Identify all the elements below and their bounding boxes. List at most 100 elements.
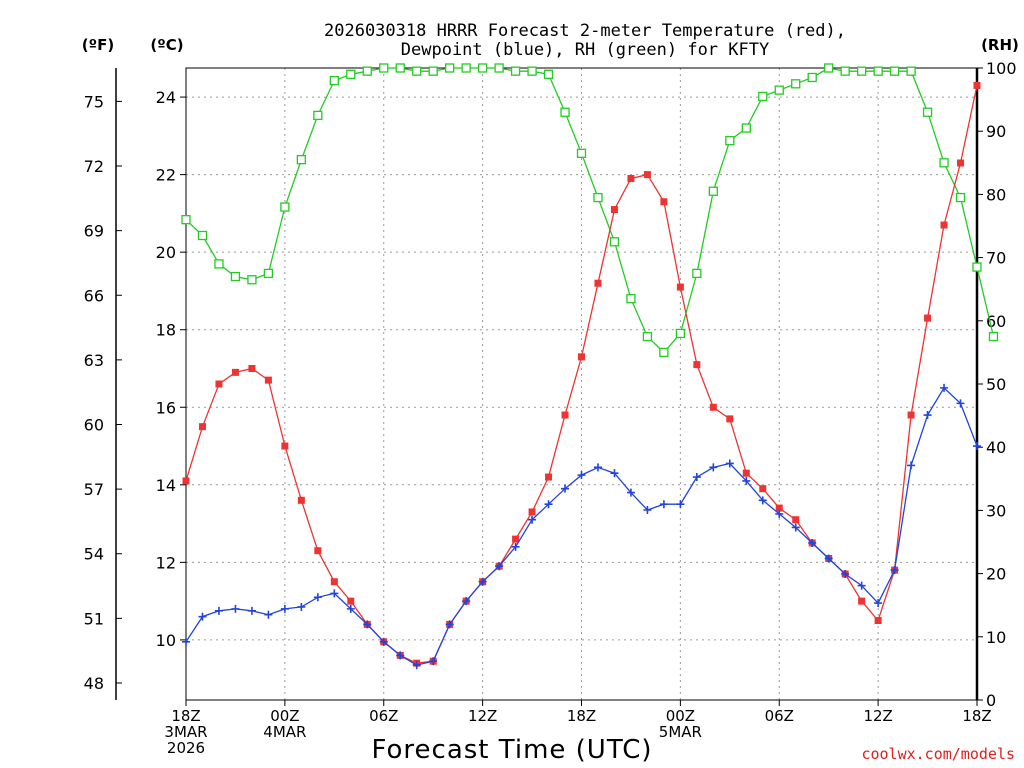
rh-tick-label: 80 bbox=[986, 185, 1006, 204]
dewpoint-point bbox=[495, 562, 504, 571]
rh-tick-label: 0 bbox=[986, 691, 996, 710]
rh-point bbox=[725, 136, 735, 146]
dewpoint-point bbox=[313, 593, 322, 602]
dewpoint-point bbox=[692, 473, 701, 482]
rh-point bbox=[214, 259, 224, 269]
dewpoint-point bbox=[907, 461, 916, 470]
temperature-point bbox=[874, 617, 882, 625]
dewpoint-point bbox=[363, 620, 372, 629]
x-tick-label: 12Z bbox=[468, 707, 497, 725]
temperature-point bbox=[314, 547, 322, 555]
temperature-point bbox=[858, 597, 866, 605]
x-tick-label: 18Z bbox=[567, 707, 596, 725]
x-tick-label: 06Z bbox=[765, 707, 794, 725]
dewpoint-point bbox=[808, 538, 817, 547]
rh-point bbox=[477, 63, 488, 73]
dewpoint-point bbox=[462, 597, 471, 606]
rh-tick-label: 30 bbox=[986, 501, 1006, 520]
fahrenheit-tick-label: 63 bbox=[84, 351, 104, 370]
dewpoint-point bbox=[429, 657, 438, 666]
temperature-point bbox=[264, 376, 272, 384]
rh-point bbox=[527, 66, 537, 76]
fahrenheit-tick-label: 48 bbox=[84, 674, 104, 693]
dewpoint-point bbox=[544, 500, 553, 509]
rh-point bbox=[230, 271, 241, 282]
dewpoint-point bbox=[973, 442, 981, 451]
dewpoint-point bbox=[478, 577, 487, 586]
temperature-point bbox=[924, 314, 932, 322]
celsius-tick-label: 18 bbox=[156, 321, 176, 340]
x-axis-label: Forecast Time (UTC) bbox=[371, 735, 652, 765]
x-tick-label: 3MAR bbox=[164, 723, 207, 741]
fahrenheit-unit-label: (ºF) bbox=[82, 36, 114, 54]
rh-point bbox=[807, 72, 817, 83]
temperature-point bbox=[940, 221, 948, 229]
rh-point bbox=[873, 66, 883, 76]
celsius-tick-label: 12 bbox=[156, 553, 176, 572]
temperature-point bbox=[281, 442, 289, 450]
dewpoint-point bbox=[412, 661, 421, 670]
temperature-point bbox=[973, 81, 981, 89]
rh-point bbox=[593, 192, 603, 203]
rh-point bbox=[824, 63, 834, 73]
rh-point bbox=[247, 275, 257, 285]
temperature-point bbox=[561, 411, 569, 419]
rh-point bbox=[296, 154, 307, 165]
rh-point bbox=[510, 66, 521, 76]
rh-point bbox=[576, 148, 587, 158]
dewpoint-point bbox=[775, 509, 784, 518]
dewpoint-point bbox=[923, 411, 932, 420]
x-tick-label: 00Z bbox=[270, 707, 299, 725]
rh-point bbox=[758, 91, 768, 102]
rh-point bbox=[626, 294, 636, 304]
dewpoint-point bbox=[561, 484, 570, 493]
celsius-tick-label: 16 bbox=[156, 398, 176, 417]
series-layer bbox=[181, 63, 999, 670]
x-tick-label: 18Z bbox=[962, 707, 991, 725]
rh-point bbox=[856, 66, 867, 76]
celsius-tick-label: 14 bbox=[156, 476, 176, 495]
celsius-tick-label: 10 bbox=[156, 631, 176, 650]
series-dewpoint bbox=[182, 383, 981, 670]
fahrenheit-tick-label: 57 bbox=[84, 480, 104, 499]
dewpoint-point bbox=[874, 599, 883, 608]
x-tick-label: 4MAR bbox=[263, 723, 306, 741]
rh-point bbox=[263, 268, 274, 279]
rh-point bbox=[659, 347, 669, 358]
temperature-point bbox=[347, 597, 355, 605]
rh-point bbox=[791, 79, 801, 89]
dewpoint-point bbox=[643, 506, 652, 515]
dewpoint-point bbox=[528, 515, 537, 524]
rh-point bbox=[560, 107, 570, 117]
temperature-point bbox=[512, 535, 520, 543]
rh-point bbox=[972, 262, 982, 272]
temperature-point bbox=[775, 504, 783, 512]
rh-point bbox=[181, 215, 191, 225]
dewpoint-point bbox=[280, 604, 289, 613]
temperature-point bbox=[907, 411, 915, 419]
credit-link[interactable]: coolwx.com/models bbox=[861, 745, 1015, 763]
fahrenheit-tick-label: 60 bbox=[84, 415, 104, 434]
rh-point bbox=[906, 66, 916, 76]
rh-point bbox=[889, 66, 900, 76]
rh-point bbox=[543, 69, 554, 79]
temperature-point bbox=[297, 496, 305, 504]
rh-point bbox=[609, 237, 620, 247]
x-tick-label: 06Z bbox=[369, 707, 398, 725]
x-tick-label: 00Z bbox=[666, 707, 695, 725]
temperature-point bbox=[215, 380, 223, 388]
fahrenheit-tick-label: 72 bbox=[84, 157, 104, 176]
temperature-point bbox=[676, 283, 684, 291]
fahrenheit-tick-label: 66 bbox=[84, 286, 104, 305]
temperature-point bbox=[693, 361, 701, 369]
dewpoint-point bbox=[824, 554, 833, 563]
dewpoint-point bbox=[231, 604, 240, 613]
rh-point bbox=[346, 69, 356, 79]
rh-point bbox=[197, 230, 208, 241]
dewpoint-point bbox=[890, 566, 899, 575]
rh-point bbox=[939, 158, 949, 168]
rh-point bbox=[313, 110, 323, 121]
rh-point bbox=[280, 202, 290, 212]
fahrenheit-tick-label: 75 bbox=[84, 92, 104, 111]
dewpoint-point bbox=[857, 581, 866, 590]
